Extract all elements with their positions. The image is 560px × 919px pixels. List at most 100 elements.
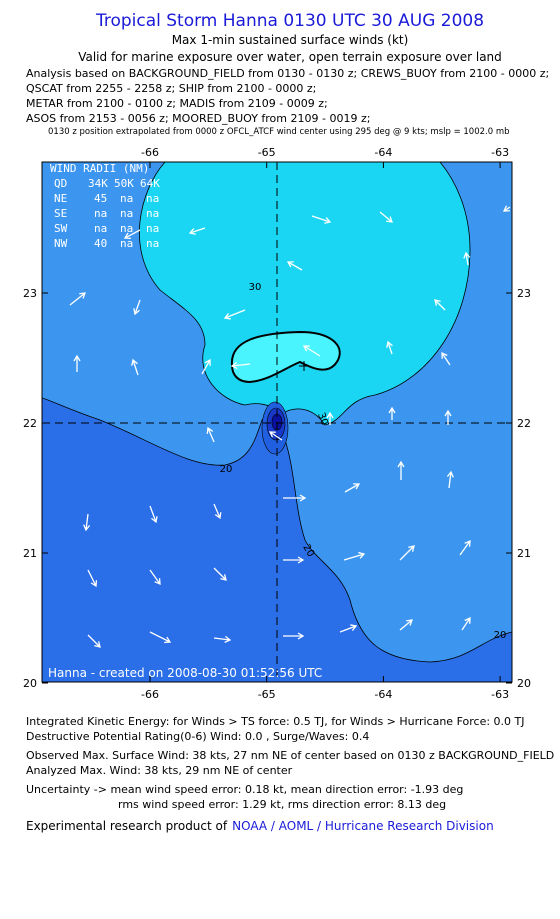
- wind-arrow: [344, 483, 361, 493]
- analysis-line: ASOS from 2153 - 0056 z; MOORED_BUOY fro…: [26, 112, 370, 125]
- wind-radii-cell: 40: [94, 237, 107, 250]
- wind-radii-cell: 45: [94, 192, 107, 205]
- wind-arrow: [123, 229, 141, 239]
- wind-radii-cell: na: [146, 222, 159, 235]
- wind-radii-cell: na: [146, 237, 159, 250]
- wind-arrow: [397, 460, 405, 480]
- wind-arrow: [461, 616, 471, 631]
- wind-radii-header: 34K: [88, 177, 108, 190]
- product: Experimental research product of NOAA / A…: [26, 819, 494, 833]
- wind-arrow: [463, 251, 471, 266]
- wind-arrow: [399, 545, 415, 561]
- x-tick-label: -63: [491, 146, 509, 159]
- product-text: Experimental research product of: [26, 819, 228, 833]
- footer-line: Analyzed Max. Wind: 38 kts, 29 nm NE of …: [26, 764, 293, 777]
- wind-radii-cell: na: [120, 192, 133, 205]
- wind-radii-cell: na: [94, 222, 107, 235]
- wind-arrow: [223, 309, 246, 320]
- wind-arrow: [286, 261, 303, 271]
- wind-arrow: [73, 354, 81, 372]
- y-tick-label: 20: [23, 677, 37, 690]
- wind-arrow: [268, 431, 283, 441]
- x-tick-label: -64: [374, 146, 392, 159]
- map: 30 30 20 20 20 Hanna - created on 2008-0…: [42, 162, 512, 682]
- wind-arrow: [230, 361, 251, 370]
- wind-radii-header: 50K: [114, 177, 134, 190]
- wind-arrow: [339, 624, 358, 633]
- wind-arrow: [149, 505, 158, 524]
- wind-arrow: [87, 569, 98, 588]
- wind-arrow: [131, 358, 139, 376]
- footer-line: rms wind speed error: 1.29 kt, rms direc…: [118, 798, 446, 811]
- wind-arrow: [386, 340, 393, 355]
- footer-line: Integrated Kinetic Energy: for Winds > T…: [26, 715, 525, 728]
- y-tick-label: 22: [23, 417, 37, 430]
- contour-label: 30: [315, 411, 330, 427]
- wind-arrow: [444, 409, 452, 425]
- wind-arrow: [83, 513, 91, 532]
- wind-radii-cell: na: [120, 237, 133, 250]
- wind-radii-cell: NE: [54, 192, 67, 205]
- wind-arrow: [311, 215, 332, 224]
- x-tick-label: -65: [258, 688, 276, 701]
- wind-arrow: [206, 426, 215, 443]
- footer-line: Observed Max. Surface Wind: 38 kts, 27 n…: [26, 749, 554, 762]
- map-frame: [41, 161, 513, 683]
- wind-radii-cell: na: [120, 222, 133, 235]
- wind-arrow: [326, 411, 334, 425]
- wind-arrow: [87, 634, 101, 648]
- x-tick-label: -64: [374, 688, 392, 701]
- wind-radii-cell: na: [146, 192, 159, 205]
- wind-arrow: [379, 211, 393, 223]
- wind-arrow: [399, 619, 413, 631]
- wind-arrow: [441, 351, 451, 366]
- wind-radii-header: 64K: [140, 177, 160, 190]
- y-tick-label: 22: [517, 417, 531, 430]
- wind-arrow: [302, 345, 321, 357]
- wind-arrow: [213, 635, 232, 643]
- wind-arrow: [446, 470, 454, 489]
- wind-arrow: [283, 556, 305, 564]
- wind-radii-cell: SE: [54, 207, 67, 220]
- wind-arrow: [502, 205, 511, 212]
- wind-arrow: [69, 292, 86, 306]
- subtitle: Valid for marine exposure over water, op…: [78, 50, 502, 64]
- wind-radii-header: QD: [54, 177, 67, 190]
- contour-30: [139, 162, 471, 426]
- wind-arrow: [213, 503, 222, 520]
- x-tick-label: -63: [491, 688, 509, 701]
- y-tick-label: 20: [517, 677, 531, 690]
- footer-line: Uncertainty -> mean wind speed error: 0.…: [26, 783, 463, 796]
- wind-arrow: [343, 551, 366, 561]
- wind-vectors: [69, 205, 511, 648]
- wind-radii-cell: na: [146, 207, 159, 220]
- product-link[interactable]: NOAA / AOML / Hurricane Research Divisio…: [232, 819, 494, 833]
- wind-radii-cell: na: [120, 207, 133, 220]
- wind-radii-cell: na: [94, 207, 107, 220]
- wind-arrow: [283, 632, 305, 640]
- x-tick-label: -66: [141, 146, 159, 159]
- wind-arrow: [149, 569, 161, 586]
- contour-label: 20: [220, 464, 233, 475]
- contour-label: 20: [494, 630, 507, 641]
- wind-radii-cell: SW: [54, 222, 68, 235]
- analysis-line: Analysis based on BACKGROUND_FIELD from …: [26, 67, 549, 80]
- credit: Hanna - created on 2008-08-30 01:52:56 U…: [48, 666, 322, 680]
- analysis-line: QSCAT from 2255 - 2258 z; SHIP from 2100…: [26, 82, 316, 95]
- wind-arrow: [459, 539, 471, 556]
- wind-radii-title: WIND RADII (NM): [50, 162, 149, 175]
- contour-label: 30: [249, 282, 262, 293]
- axes: -66 -66 -65 -65 -64 -64 -63 -63 23 23 22 22 21 21 20 20: [23, 146, 531, 701]
- wind-radii-cell: NW: [54, 237, 68, 250]
- y-tick-label: 21: [517, 547, 531, 560]
- x-tick-label: -66: [141, 688, 159, 701]
- analysis-line: METAR from 2100 - 0100 z; MADIS from 210…: [26, 97, 328, 110]
- wind-arrow: [188, 227, 206, 235]
- note: 0130 z position extrapolated from 0000 z…: [48, 127, 510, 137]
- wind-arrow: [434, 299, 446, 311]
- y-tick-label: 23: [23, 287, 37, 300]
- max-wind-marker: [299, 361, 309, 371]
- y-tick-label: 23: [517, 287, 531, 300]
